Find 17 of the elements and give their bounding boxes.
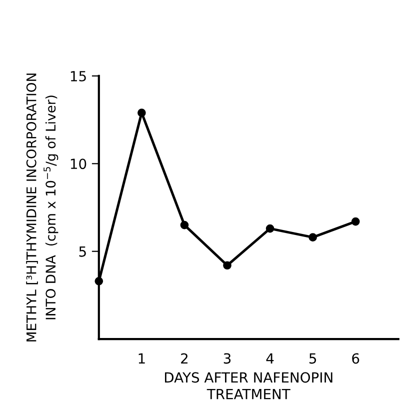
x-tick-label: 6 [352, 353, 360, 364]
x-tick-label: 5 [309, 353, 316, 364]
x-tick-label: 2 [181, 353, 188, 364]
x-axis-title: DAYS AFTER NAFENOPIN TREATMENT [165, 372, 332, 400]
x-tick-label: 1 [138, 353, 145, 364]
y-tick-label: 5 [79, 246, 86, 257]
y-tick-label: 10 [70, 158, 86, 170]
point [138, 108, 146, 117]
y-axis-title: METHYL [³H]THYMIDINE INCORPORATION INTO DNA (cpm x 10$^{−5}$/g of Liver) [26, 74, 58, 342]
x-tick-label: 3 [224, 353, 231, 364]
x-tick-label: 4 [266, 353, 274, 364]
point [223, 261, 232, 270]
point [266, 224, 274, 233]
point [180, 220, 189, 230]
y-tick-label: 15 [70, 71, 86, 82]
point [308, 233, 317, 242]
point [351, 217, 360, 226]
